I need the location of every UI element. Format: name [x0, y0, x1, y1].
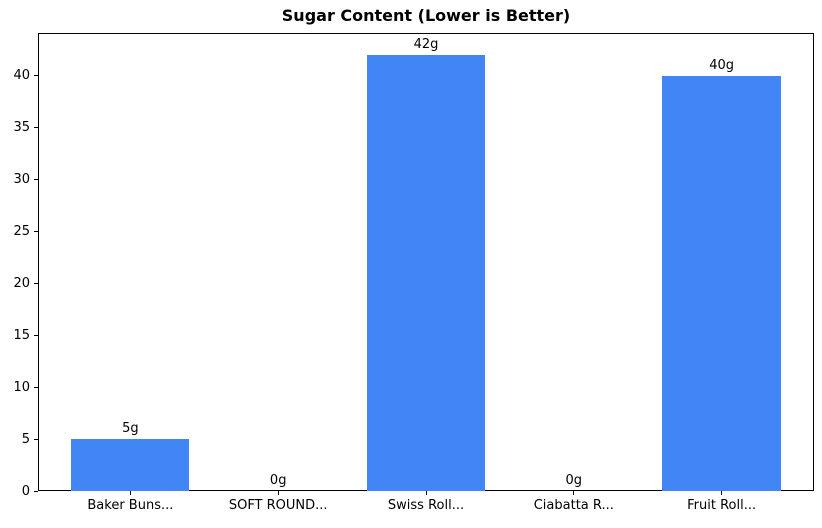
- x-axis-tick: [425, 491, 427, 495]
- chart-title: Sugar Content (Lower is Better): [281, 6, 571, 25]
- y-axis-tick-label: 15: [13, 327, 30, 343]
- x-axis-tick-label: Ciabatta R...: [533, 498, 614, 513]
- y-axis-tick-label: 40: [13, 68, 30, 84]
- x-axis-tick-label: Swiss Roll...: [387, 498, 465, 513]
- y-axis-tick: [34, 282, 38, 284]
- y-axis-tick-label: 10: [13, 379, 30, 395]
- bar: [662, 75, 781, 491]
- bar-value-label: 5g: [122, 421, 139, 437]
- y-axis-tick-label: 35: [13, 120, 30, 135]
- bar-value-label: 42g: [413, 36, 439, 52]
- y-axis-tick: [34, 178, 38, 180]
- y-axis-tick: [34, 490, 38, 492]
- x-axis-tick-label: Fruit Roll...: [687, 498, 757, 513]
- y-axis-tick-label: 30: [13, 171, 30, 187]
- y-axis-tick: [34, 75, 38, 77]
- bar-value-label: 0g: [269, 473, 287, 488]
- y-axis-tick: [34, 230, 38, 232]
- y-axis-tick-label: 0: [21, 483, 30, 499]
- x-axis-tick: [573, 491, 575, 495]
- y-axis-tick: [34, 386, 38, 388]
- x-axis-tick-label: Baker Buns...: [87, 498, 174, 513]
- bar: [71, 439, 190, 491]
- bar-value-label: 0g: [565, 473, 583, 488]
- y-axis-tick-label: 20: [13, 275, 30, 291]
- y-axis-tick-label: 25: [13, 223, 30, 239]
- y-axis-tick: [34, 438, 38, 440]
- y-axis-tick: [34, 127, 38, 128]
- bar-value-label: 40g: [709, 57, 734, 73]
- bar: [366, 54, 486, 491]
- x-axis-tick: [721, 491, 723, 495]
- x-axis-tick: [129, 491, 131, 495]
- y-axis-tick-label: 5: [21, 431, 30, 447]
- x-axis-tick: [277, 491, 279, 495]
- x-axis-tick-label: SOFT ROUND...: [228, 498, 328, 513]
- y-axis-tick: [34, 334, 38, 336]
